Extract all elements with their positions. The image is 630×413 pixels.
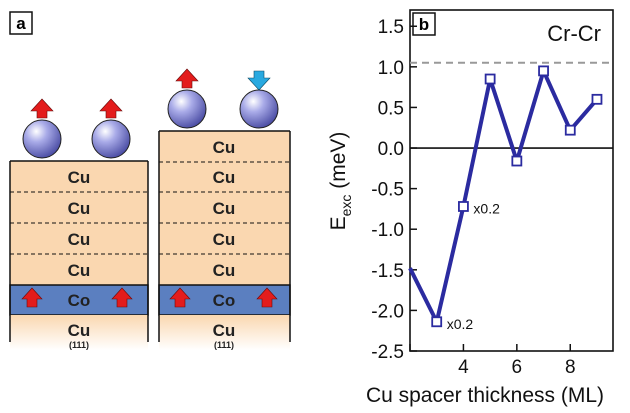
x-tick-label: 4 — [458, 357, 469, 378]
y-tick-label: -2.5 — [371, 342, 404, 363]
data-point-marker — [564, 124, 576, 136]
data-annotation: x0.2 — [473, 200, 500, 216]
right-cu-layers — [159, 131, 290, 285]
chart-frame — [409, 9, 614, 352]
left-atom-1 — [22, 119, 62, 159]
left-spin-up-arrow-1-icon — [30, 98, 54, 119]
y-axis-title-unit: (meV) — [327, 132, 350, 195]
right-spin-down-arrow-icon — [247, 70, 271, 91]
panel-a-label-box — [9, 11, 33, 35]
y-tick-label: 1.5 — [378, 17, 404, 38]
data-point-marker — [458, 201, 469, 212]
x-axis-title: Cu spacer thickness (ML) — [366, 384, 604, 407]
left-co-arrow-1-icon — [21, 287, 43, 308]
right-co-arrow-1-icon — [169, 287, 191, 308]
data-point-marker — [431, 316, 443, 328]
left-co-arrow-2-icon — [111, 287, 133, 308]
left-substrate-label: Cu — [68, 321, 91, 340]
right-layer-1: Cu — [213, 138, 236, 157]
data-point-marker — [511, 155, 523, 167]
y-axis-title-main: E — [327, 216, 350, 230]
left-co-label: Co — [68, 291, 91, 310]
right-substrate — [159, 315, 290, 350]
right-spin-up-arrow-icon — [175, 68, 199, 89]
y-axis-title: Eexc (meV) — [327, 132, 354, 231]
right-atom-2 — [239, 89, 279, 129]
y-tick-label: -0.5 — [371, 180, 404, 201]
right-co-arrow-2-icon — [256, 287, 278, 308]
y-tick-label: -1.0 — [371, 220, 404, 241]
series-line — [408, 68, 599, 324]
data-point-marker — [538, 65, 549, 77]
y-tick-label: -2.0 — [371, 301, 404, 322]
right-substrate-sub: (111) — [214, 340, 234, 350]
left-spin-up-arrow-2-icon — [99, 98, 123, 119]
y-tick-label: -1.5 — [371, 261, 404, 282]
x-tick-label: 8 — [565, 357, 576, 378]
right-layer-2: Cu — [213, 168, 236, 187]
right-layer-3: Cu — [213, 199, 236, 218]
panel-a-label: a — [16, 14, 26, 33]
left-atom-2 — [91, 119, 131, 159]
chart-title: Cr-Cr — [547, 21, 601, 46]
left-substrate — [10, 315, 148, 350]
right-layer-5: Cu — [213, 261, 236, 280]
y-tick-label: 1.0 — [378, 58, 404, 79]
left-layer-1: Cu — [68, 168, 91, 187]
right-layer-4: Cu — [213, 230, 236, 249]
panel-b-label-box — [412, 12, 436, 36]
right-atom-1 — [167, 89, 207, 129]
left-stack: Cu Cu Cu Cu Co Cu (111) — [9, 98, 149, 350]
panel-b-label: b — [419, 15, 429, 34]
x-tick-label: 6 — [512, 357, 523, 378]
y-tick-label: 0.5 — [378, 98, 404, 119]
y-tick-label: 0.0 — [378, 139, 404, 160]
right-stack: Cu Cu Cu Cu Cu Co Cu (111) — [158, 68, 291, 350]
panel-b: b Cr-Cr Cu spacer thickness (ML) Eexc (m… — [327, 9, 614, 407]
panel-a: a Cu Cu Cu Cu — [9, 11, 291, 350]
left-substrate-sub: (111) — [69, 340, 89, 350]
data-annotation: x0.2 — [447, 316, 474, 332]
right-substrate-label: Cu — [213, 321, 236, 340]
right-co-label: Co — [213, 291, 236, 310]
left-layer-2: Cu — [68, 199, 91, 218]
data-point-marker — [484, 73, 496, 85]
data-point-marker — [591, 93, 603, 105]
y-axis-title-sub: exc — [338, 195, 354, 217]
left-layer-4: Cu — [68, 261, 91, 280]
left-layer-3: Cu — [68, 230, 91, 249]
